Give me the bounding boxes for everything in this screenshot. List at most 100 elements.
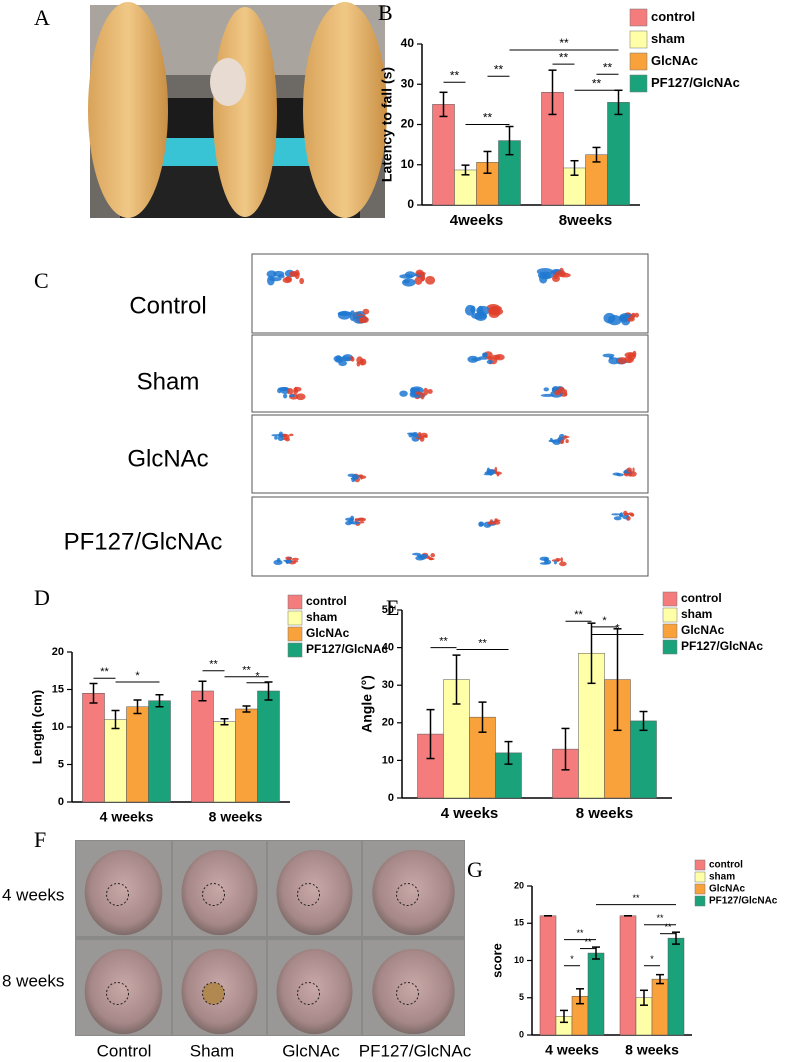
bar [417, 733, 444, 799]
y-axis-label: Length (cm) [29, 690, 44, 764]
significance-label: ** [209, 659, 218, 671]
footprint [491, 305, 502, 311]
significance-label: ** [603, 60, 613, 74]
footprint [608, 357, 620, 365]
footprint [273, 270, 285, 277]
y-tick-label: 20 [401, 117, 415, 131]
footprint [345, 517, 354, 521]
footprint [478, 521, 484, 527]
legend-label: GlcNAc [651, 53, 698, 68]
y-tick-label: 5 [58, 758, 64, 770]
photo-row-label: 4 weeks [2, 885, 64, 904]
y-tick-label: 20 [382, 717, 394, 729]
legend-label: sham [681, 607, 712, 621]
footprint [494, 518, 498, 523]
footprint [415, 391, 422, 395]
rotarod-photo [88, 2, 387, 218]
footprint [618, 513, 623, 517]
footprint [289, 270, 299, 277]
footprint [292, 560, 299, 563]
footprint [410, 387, 415, 396]
tissue [276, 948, 353, 1035]
significance-label: ** [439, 636, 448, 648]
bar [587, 952, 605, 1036]
legend-swatch [629, 8, 648, 27]
significance-label: ** [664, 922, 672, 932]
y-tick-label: 20 [52, 646, 64, 658]
y-tick-label: 15 [514, 918, 524, 928]
legend-label: GlcNAc [681, 623, 725, 637]
footprint [362, 308, 370, 315]
legend-swatch [694, 883, 706, 895]
footprint [402, 278, 416, 287]
footprint [404, 271, 416, 278]
y-tick-label: 0 [519, 1029, 524, 1039]
legend-label: sham [709, 872, 735, 883]
row-label: PF127/GlcNAc [64, 528, 223, 555]
footprint [549, 437, 553, 442]
legend-swatch [629, 30, 648, 49]
lesion-circle [106, 883, 129, 906]
bar [104, 719, 127, 803]
significance-label: ** [574, 609, 583, 621]
footprint [427, 388, 433, 394]
panel-label: E [386, 595, 399, 620]
tissue [84, 948, 163, 1035]
lesion-circle [396, 883, 419, 906]
footprint [482, 352, 488, 358]
footprint [283, 393, 288, 399]
footprint [273, 559, 283, 566]
legend-swatch [694, 871, 706, 883]
significance-label: * [570, 954, 574, 964]
legend-label: control [709, 860, 743, 871]
footprint [612, 472, 621, 476]
footprint [631, 312, 636, 318]
footprint [551, 387, 557, 392]
x-tick-label: 8 weeks [209, 809, 263, 825]
legend-label: control [306, 594, 347, 608]
y-tick-label: 15 [52, 683, 64, 695]
footprint [562, 435, 570, 439]
significance-label: * [650, 954, 654, 964]
y-tick-label: 10 [401, 157, 415, 171]
lesion-circle [297, 982, 320, 1005]
footprint [486, 359, 493, 364]
footprint [430, 553, 436, 558]
significance-label: ** [559, 50, 569, 64]
lesion-circle [202, 883, 225, 906]
bar [148, 700, 171, 803]
footprint [266, 275, 275, 286]
footprint [289, 433, 294, 437]
y-tick-label: 10 [514, 955, 524, 965]
x-tick-label: 8weeks [559, 212, 612, 229]
footprint [617, 357, 628, 365]
footprint [282, 433, 288, 438]
footprint [486, 468, 496, 475]
x-tick-label: 4 weeks [545, 1042, 599, 1058]
significance-label: ** [100, 666, 109, 678]
bar [126, 706, 149, 803]
footprint [359, 358, 365, 366]
y-tick-label: 10 [382, 754, 394, 766]
significance-label: * [135, 670, 140, 682]
footprint [543, 557, 548, 562]
footprint [623, 510, 628, 516]
panel-label: D [34, 585, 50, 610]
footprint [634, 312, 639, 318]
footprint [414, 276, 423, 285]
footprint [630, 514, 634, 517]
footprint [553, 560, 557, 565]
footprint [494, 466, 498, 473]
legend-label: sham [651, 31, 685, 46]
legend-swatch [662, 639, 678, 655]
footprint [278, 386, 289, 391]
footprint [563, 389, 568, 397]
footprint [557, 437, 562, 444]
bar [539, 915, 557, 1036]
significance-label: ** [478, 637, 487, 649]
footprint [423, 387, 429, 396]
y-tick-label: 20 [514, 880, 524, 890]
footprint [412, 431, 419, 438]
footprint [299, 277, 305, 285]
